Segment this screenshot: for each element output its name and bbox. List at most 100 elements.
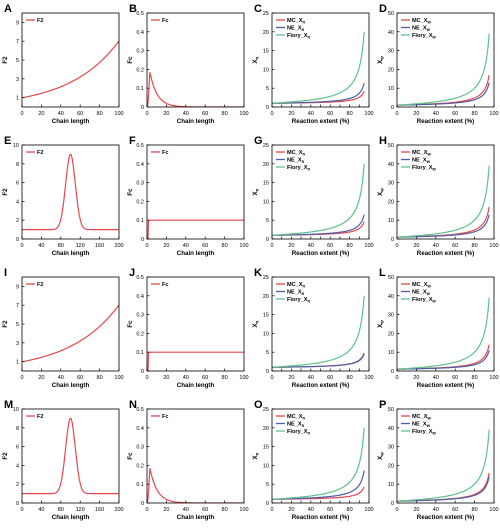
y-axis-label: Fc <box>127 320 134 328</box>
x-tick-label: 0 <box>20 111 23 117</box>
y-tick-label: 5 <box>16 58 19 64</box>
x-tick-label: 40 <box>308 507 314 513</box>
panel-E: E 0 40 80 120 160 200 0 2 4 6 8 10 Chain length F2 F2 <box>2 135 124 257</box>
y-tick-label: 0.2 <box>136 67 144 73</box>
y-axis-label: Xw <box>377 320 385 328</box>
y-tick-label: 0 <box>16 237 19 243</box>
y-tick-label: 15 <box>263 181 269 187</box>
y-tick-label: 2 <box>16 218 19 224</box>
series-line <box>272 83 365 104</box>
panel-letter: E <box>4 135 11 147</box>
y-axis-label: Fc <box>127 56 134 64</box>
legend-entry: NE_Xn <box>287 290 305 296</box>
series-line <box>272 353 365 368</box>
y-tick-label: 30 <box>388 445 394 451</box>
legend-entry: Flory_Xn <box>287 33 311 39</box>
legend-entry: Flory_Xn <box>287 297 311 303</box>
legend-entry: F2 <box>37 282 44 288</box>
x-tick-label: 0 <box>145 111 148 117</box>
y-axis-label: Xn <box>252 320 260 327</box>
series-line <box>22 304 119 363</box>
x-axis-label: Chain length <box>52 514 90 521</box>
series-line <box>272 214 365 236</box>
y-axis-label: F2 <box>2 56 9 64</box>
y-axis-label: F2 <box>2 188 9 196</box>
panel-letter: B <box>129 3 137 15</box>
y-tick-label: 0 <box>141 369 144 375</box>
y-tick-label: 20 <box>388 463 394 469</box>
y-tick-label: 50 <box>388 407 394 413</box>
y-tick-label: 2 <box>16 482 19 488</box>
series-line <box>272 352 365 368</box>
x-tick-label: 100 <box>239 243 248 249</box>
y-tick-label: 5 <box>266 86 269 92</box>
panel-I: I 0 20 40 60 80 100 1 3 5 7 9 Chain length F2 F2 <box>2 267 124 389</box>
panel-letter: H <box>379 135 387 147</box>
panel-J: J 0 20 40 60 80 100 0 0.1 0.2 0.3 0.4 0.5 Chain lengt… <box>127 267 249 389</box>
series-line <box>397 297 490 370</box>
plot-area <box>397 165 490 238</box>
x-tick-label: 20 <box>413 375 419 381</box>
x-tick-label: 60 <box>327 243 333 249</box>
y-tick-label: 6 <box>16 181 19 187</box>
x-tick-label: 0 <box>20 243 23 249</box>
plot-area <box>147 351 244 371</box>
x-tick-label: 60 <box>452 111 458 117</box>
y-axis-label: Xn <box>252 56 260 63</box>
x-tick-label: 40 <box>183 375 189 381</box>
x-axis-label: Chain length <box>52 382 90 389</box>
y-tick-label: 15 <box>263 313 269 319</box>
plot-area <box>397 429 490 502</box>
y-tick-label: 10 <box>13 407 19 413</box>
axes-frame <box>21 276 120 372</box>
x-tick-label: 60 <box>202 111 208 117</box>
y-tick-label: 1 <box>16 360 19 366</box>
x-tick-label: 20 <box>413 507 419 513</box>
panel-C: C 0 20 40 60 80 100 0 5 10 15 20 25 Reaction extent (… <box>252 3 374 125</box>
y-tick-label: 20 <box>388 331 394 337</box>
y-tick-label: 0.5 <box>136 11 144 17</box>
plot-area <box>397 33 490 106</box>
y-tick-label: 9 <box>16 284 19 290</box>
legend-entry: MC_Xn <box>287 18 306 24</box>
x-tick-label: 80 <box>222 375 228 381</box>
y-tick-label: 10 <box>263 67 269 73</box>
y-tick-label: 3 <box>16 341 19 347</box>
legend-entry: MC_Xn <box>287 414 306 420</box>
y-tick-label: 0.5 <box>136 275 144 281</box>
y-axis-label: Xn <box>252 452 260 459</box>
series-line <box>22 417 119 495</box>
y-tick-label: 0 <box>266 501 269 507</box>
y-tick-label: 4 <box>16 199 19 205</box>
y-tick-label: 0.5 <box>136 407 144 413</box>
plot-area <box>147 468 244 503</box>
axes-frame <box>21 144 120 240</box>
plot-area <box>147 219 244 239</box>
axes-frame <box>396 144 495 240</box>
x-tick-label: 20 <box>163 375 169 381</box>
y-tick-label: 0 <box>391 105 394 111</box>
panel-letter: I <box>4 267 7 279</box>
y-tick-label: 20 <box>388 199 394 205</box>
x-tick-label: 80 <box>97 375 103 381</box>
x-tick-label: 60 <box>452 507 458 513</box>
axes-frame <box>396 276 495 372</box>
y-tick-label: 0 <box>391 501 394 507</box>
legend-entry: F2 <box>37 150 44 156</box>
axes-frame <box>396 12 495 108</box>
panel-K: K 0 20 40 60 80 100 0 5 10 15 20 25 Reaction extent (… <box>252 267 374 389</box>
y-tick-label: 30 <box>388 49 394 55</box>
x-axis-label: Chain length <box>52 250 90 257</box>
legend-entry: Flory_Xw <box>412 33 437 39</box>
y-tick-label: 8 <box>16 426 19 432</box>
series-line <box>147 72 244 107</box>
y-tick-label: 3 <box>16 77 19 83</box>
y-tick-label: 0.2 <box>136 331 144 337</box>
panel-letter: L <box>379 267 386 279</box>
series-line <box>22 40 119 99</box>
y-tick-label: 0.3 <box>136 313 144 319</box>
legend-entry: Flory_Xn <box>287 165 311 171</box>
series-line <box>147 219 244 239</box>
y-tick-label: 10 <box>388 218 394 224</box>
x-tick-label: 60 <box>327 375 333 381</box>
